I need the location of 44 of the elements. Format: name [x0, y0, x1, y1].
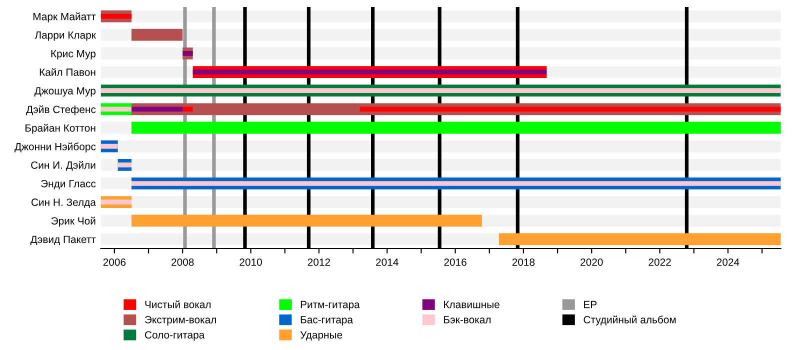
legend-label: Бэк-вокал: [444, 316, 491, 324]
bar: [100, 200, 132, 204]
bar: [100, 88, 781, 94]
bar: [100, 144, 118, 149]
y-tick-label: Син Н. Зелда: [31, 198, 96, 208]
y-tick-label: Брайан Коттон: [26, 124, 96, 134]
legend-label: Ритм-гитара: [300, 300, 360, 310]
bar: [192, 70, 547, 74]
y-tick-label: Крис Мур: [51, 50, 96, 60]
y-tick-label: Джошуа Мур: [34, 87, 96, 97]
x-tick-label: 2020: [580, 258, 603, 266]
bar: [182, 106, 193, 112]
x-tick-label: 2014: [376, 258, 398, 266]
legend-label: EP: [584, 300, 597, 308]
bar: [182, 51, 193, 56]
bar: [360, 106, 781, 112]
x-tick-label: 2024: [716, 258, 740, 266]
x-tick-label: 2016: [444, 258, 466, 266]
bar: [100, 106, 132, 112]
legend-label: Клавишные: [444, 300, 500, 308]
legend-label: Экстрим-вокал: [145, 316, 216, 326]
x-tick-label: 2022: [648, 258, 671, 266]
y-tick-label: Джонни Нэйборс: [14, 142, 96, 152]
y-tick-label: Син И. Дэйли: [31, 160, 96, 171]
y-tick-label: Эрик Чой: [51, 216, 96, 227]
x-tick-label: 2006: [103, 258, 126, 266]
y-tick-label: Дэйв Стефенс: [26, 105, 96, 116]
y-tick-label: Ларри Кларк: [34, 31, 96, 41]
bar: [131, 106, 183, 112]
x-tick-label: 2018: [512, 258, 535, 266]
x-tick-label: 2008: [172, 258, 194, 266]
x-tick-label: 2010: [240, 258, 262, 266]
x-tick-label: 2012: [308, 258, 330, 266]
legend-label: Чистый вокал: [145, 300, 211, 308]
legend-label: Студийный альбом: [584, 316, 676, 326]
y-tick-label: Кайл Павон: [40, 68, 96, 76]
y-tick-label: Марк Майатт: [33, 12, 96, 22]
bar: [131, 28, 183, 41]
legend-label: Соло-гитара: [144, 331, 205, 341]
legend-label: Бас-гитара: [300, 316, 354, 326]
y-tick-label: Энди Гласс: [41, 180, 96, 190]
legend-label: Ударные: [300, 331, 342, 341]
bar: [100, 14, 132, 19]
y-tick-label: Дэвид Пакетт: [30, 236, 96, 246]
